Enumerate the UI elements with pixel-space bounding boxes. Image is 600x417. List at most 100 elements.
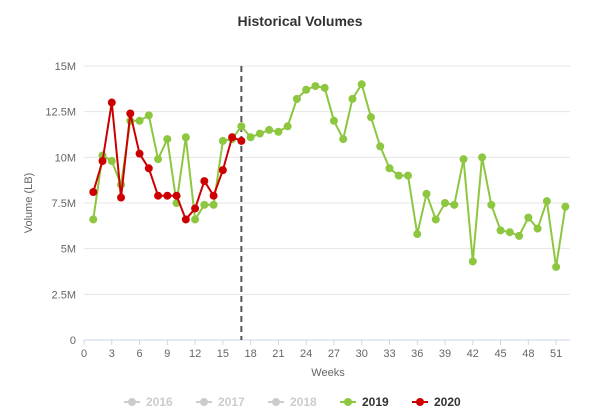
data-point-2019[interactable]	[200, 200, 209, 209]
data-point-2019[interactable]	[366, 113, 375, 122]
data-point-2019[interactable]	[542, 197, 551, 206]
x-tick-label: 9	[164, 348, 170, 360]
data-point-2019[interactable]	[478, 153, 487, 162]
data-point-2020[interactable]	[107, 98, 116, 107]
data-point-2019[interactable]	[302, 85, 311, 94]
data-point-2019[interactable]	[404, 171, 412, 180]
data-point-2020[interactable]	[98, 156, 107, 165]
data-point-2019[interactable]	[274, 127, 283, 136]
data-point-2019[interactable]	[320, 83, 329, 92]
y-tick-label: 12.5M	[45, 107, 76, 119]
data-point-2020[interactable]	[209, 191, 218, 200]
data-point-2019[interactable]	[218, 136, 227, 145]
data-point-2019[interactable]	[348, 94, 357, 103]
x-tick-label: 27	[328, 348, 340, 360]
x-tick-label: 12	[189, 348, 201, 360]
data-point-2019[interactable]	[329, 116, 338, 125]
y-axis-label: Volume (LB)	[23, 173, 35, 234]
data-point-2020[interactable]	[89, 188, 98, 197]
legend-item-2020[interactable]: 2020	[412, 395, 461, 409]
x-axis-label: Weeks	[311, 367, 345, 379]
data-point-2019[interactable]	[441, 199, 450, 207]
x-tick-label: 18	[245, 348, 257, 360]
legend-marker	[128, 398, 136, 406]
data-point-2019[interactable]	[163, 135, 172, 144]
data-point-2020[interactable]	[144, 164, 153, 173]
data-point-2019[interactable]	[533, 224, 542, 233]
x-tick-label: 15	[217, 348, 229, 360]
y-tick-label: 2.5M	[52, 289, 76, 301]
data-point-2019[interactable]	[561, 202, 570, 211]
y-tick-label: 15M	[55, 61, 76, 73]
data-point-2019[interactable]	[468, 257, 477, 266]
series-layer	[89, 80, 570, 271]
x-tick-label: 39	[439, 348, 451, 360]
data-point-2019[interactable]	[292, 94, 301, 103]
x-tick-label: 24	[300, 348, 312, 360]
data-point-2019[interactable]	[191, 215, 200, 224]
y-tick-label: 10M	[55, 152, 76, 164]
legend-marker	[344, 398, 352, 406]
data-point-2020[interactable]	[135, 149, 144, 158]
data-point-2019[interactable]	[487, 200, 496, 209]
chart-title: Historical Volumes	[237, 13, 362, 29]
data-point-2019[interactable]	[459, 155, 468, 164]
legend-item-2017[interactable]: 2017	[196, 395, 245, 409]
data-point-2019[interactable]	[339, 135, 348, 144]
data-point-2020[interactable]	[237, 136, 246, 145]
data-point-2020[interactable]	[218, 166, 227, 175]
legend-marker	[200, 398, 208, 406]
data-point-2019[interactable]	[552, 262, 561, 271]
data-point-2019[interactable]	[422, 189, 431, 198]
data-point-2019[interactable]	[154, 155, 163, 164]
data-point-2019[interactable]	[385, 164, 394, 173]
y-tick-labels: 0 2.5M 5M 7.5M 10M 12.5M 15M	[45, 61, 76, 347]
legend-item-2019[interactable]: 2019	[340, 395, 389, 409]
data-point-2019[interactable]	[376, 142, 385, 151]
data-point-2019[interactable]	[496, 226, 505, 235]
data-point-2019[interactable]	[283, 122, 292, 131]
data-point-2020[interactable]	[181, 215, 190, 224]
data-point-2019[interactable]	[181, 133, 190, 142]
data-point-2019[interactable]	[144, 111, 153, 120]
legend-label: 2020	[434, 395, 461, 409]
data-point-2020[interactable]	[154, 191, 163, 200]
data-point-2019[interactable]	[265, 125, 274, 134]
data-point-2019[interactable]	[246, 133, 255, 142]
data-point-2019[interactable]	[135, 116, 144, 125]
data-point-2019[interactable]	[311, 82, 320, 91]
data-point-2019[interactable]	[515, 231, 524, 240]
data-point-2020[interactable]	[228, 133, 237, 142]
data-point-2020[interactable]	[200, 177, 209, 186]
legend-label: 2018	[290, 395, 317, 409]
x-tick-label: 51	[550, 348, 562, 360]
series-2019	[89, 80, 570, 271]
data-point-2020[interactable]	[163, 191, 172, 200]
legend: 2016 2017 2018 2019 2020	[124, 395, 461, 409]
data-point-2019[interactable]	[107, 156, 116, 165]
data-point-2019[interactable]	[450, 200, 459, 209]
data-point-2020[interactable]	[126, 109, 135, 118]
y-tick-label: 7.5M	[52, 198, 76, 210]
data-point-2020[interactable]	[191, 204, 200, 213]
data-point-2019[interactable]	[524, 213, 533, 222]
x-tick-label: 3	[109, 348, 115, 360]
data-point-2019[interactable]	[431, 215, 440, 224]
data-point-2019[interactable]	[255, 129, 264, 138]
y-tick-label: 0	[70, 335, 76, 347]
legend-item-2018[interactable]: 2018	[268, 395, 317, 409]
legend-item-2016[interactable]: 2016	[124, 395, 173, 409]
x-tick-label: 48	[522, 348, 534, 360]
x-tick-labels: 0 3 6 9 12 15 18 21 24 27 30 33 36 39 42 45 48 51	[81, 340, 562, 360]
data-point-2019[interactable]	[89, 215, 98, 224]
data-point-2019[interactable]	[237, 122, 246, 131]
x-tick-label: 0	[81, 348, 87, 360]
data-point-2019[interactable]	[413, 230, 422, 239]
data-point-2019[interactable]	[357, 80, 366, 89]
data-point-2020[interactable]	[172, 191, 181, 200]
data-point-2019[interactable]	[505, 228, 514, 237]
data-point-2019[interactable]	[209, 200, 218, 209]
data-point-2020[interactable]	[117, 193, 126, 202]
data-point-2019[interactable]	[394, 171, 403, 180]
